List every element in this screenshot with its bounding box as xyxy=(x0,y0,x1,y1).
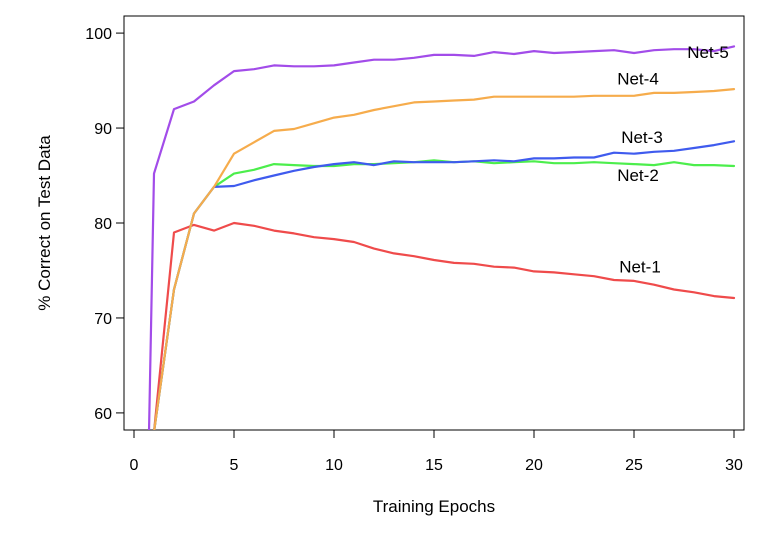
y-tick-label: 70 xyxy=(94,311,112,328)
x-tick-label: 5 xyxy=(230,457,239,474)
series-label-net-1: Net-1 xyxy=(619,257,661,276)
y-tick-label: 90 xyxy=(94,121,112,138)
x-tick-label: 15 xyxy=(425,457,443,474)
y-axis-label: % Correct on Test Data xyxy=(35,135,54,311)
series-annotations: Net-5 Net-4 Net-3 Net-2 Net-1 xyxy=(617,43,729,277)
x-axis: 0 5 10 15 20 25 30 xyxy=(130,430,743,474)
series-label-net-5: Net-5 xyxy=(687,43,729,62)
y-tick-label: 60 xyxy=(94,406,112,423)
series-label-net-4: Net-4 xyxy=(617,69,659,88)
x-axis-label: Training Epochs xyxy=(373,497,495,516)
series-label-net-2: Net-2 xyxy=(617,166,659,185)
x-tick-label: 25 xyxy=(625,457,643,474)
series-line-net-4 xyxy=(153,87,736,430)
x-tick-label: 20 xyxy=(525,457,543,474)
series-line-net-5 xyxy=(147,45,736,430)
x-tick-label: 10 xyxy=(325,457,343,474)
series-line-net-1 xyxy=(153,221,736,430)
series-line-net-3 xyxy=(153,140,736,430)
series-label-net-3: Net-3 xyxy=(621,128,663,147)
y-tick-label: 100 xyxy=(85,26,112,43)
series-lines xyxy=(147,45,736,430)
x-tick-label: 30 xyxy=(725,457,743,474)
series-line-net-2 xyxy=(153,159,736,430)
x-tick-label: 0 xyxy=(130,457,139,474)
y-tick-label: 80 xyxy=(94,216,112,233)
y-axis: 60 70 80 90 100 xyxy=(85,26,124,423)
